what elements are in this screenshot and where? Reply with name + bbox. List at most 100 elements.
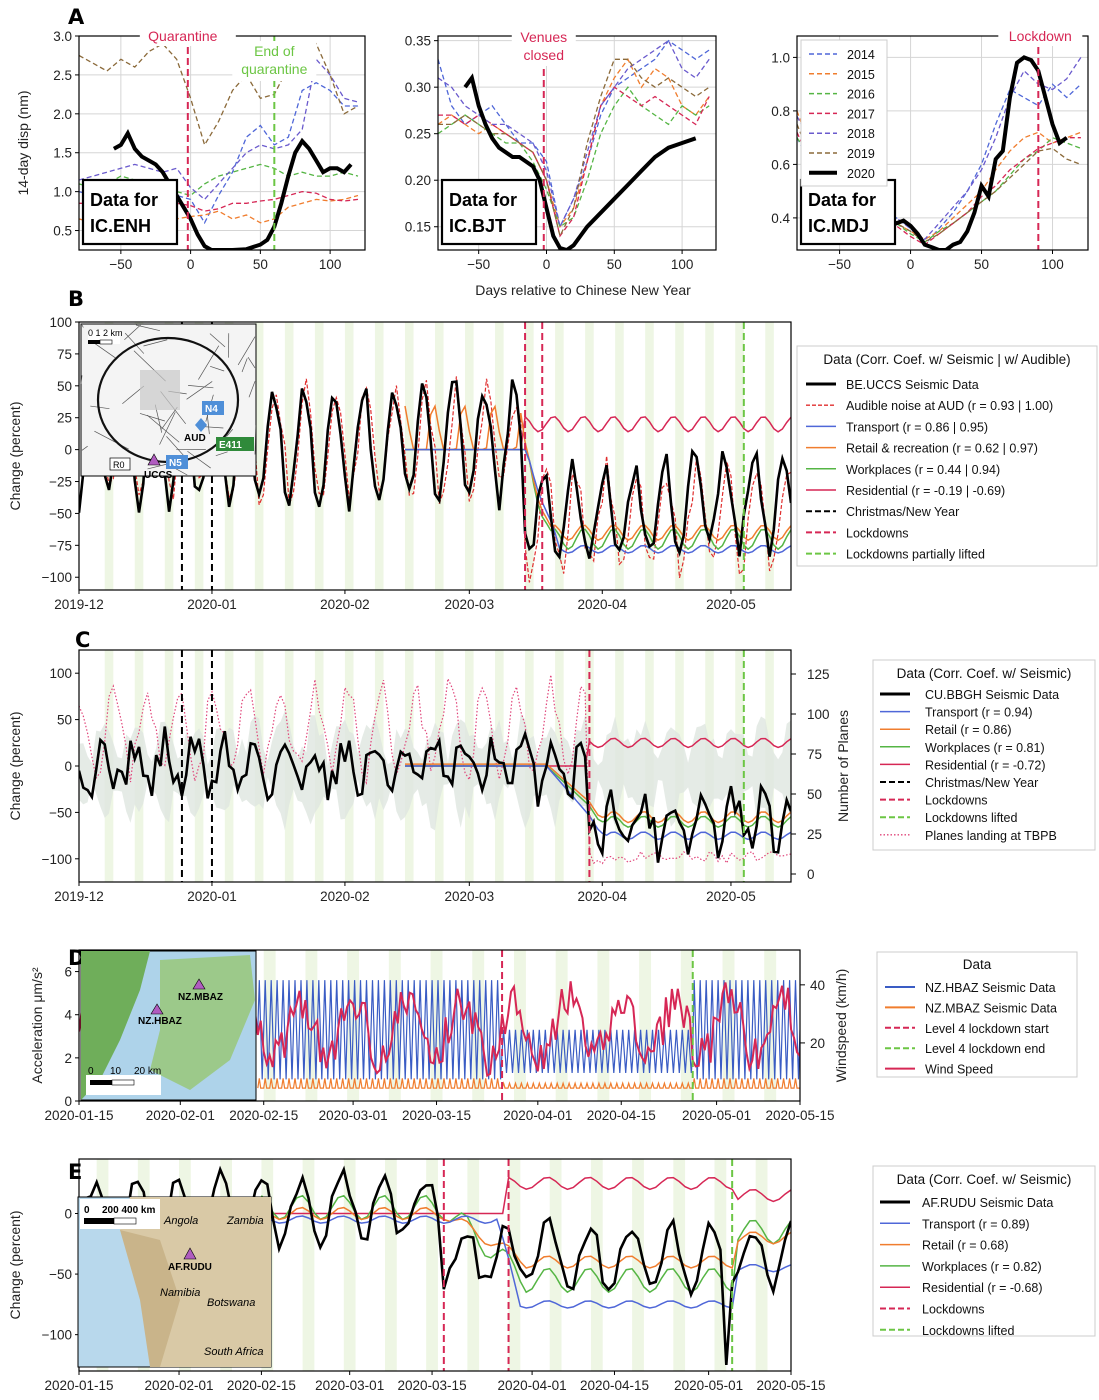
map-road xyxy=(241,358,248,373)
series-line-2018 xyxy=(438,39,710,229)
station-label-box xyxy=(440,178,538,246)
y-axis-label: Acceleration μm/s² xyxy=(29,967,45,1084)
legend-label: Retail (r = 0.86) xyxy=(925,723,1012,737)
x-tick-label: 2020-01-15 xyxy=(44,1108,113,1123)
legend-label: 2016 xyxy=(847,88,875,102)
weekend-band xyxy=(525,322,534,590)
legend-title: Data (Corr. Coef. w/ Seismic) xyxy=(897,1172,1072,1187)
y2-axis-label: Windspeed (km/h) xyxy=(833,969,849,1083)
y2-tick-label: 40 xyxy=(810,978,825,993)
map-road xyxy=(90,405,110,410)
map-road xyxy=(187,450,211,469)
legend-label: AF.RUDU Seismic Data xyxy=(922,1196,1053,1210)
y2-tick-label: 0 xyxy=(807,867,815,882)
legend-label: Retail (r = 0.68) xyxy=(922,1239,1009,1253)
map-label: R0 xyxy=(113,460,125,470)
y-tick-label: 0.5 xyxy=(53,224,72,239)
legend-frame xyxy=(796,345,1098,567)
weekend-band xyxy=(597,950,610,1101)
series-hbaz xyxy=(257,980,800,1080)
event-label: closed xyxy=(524,47,564,63)
y-tick-label: 0 xyxy=(64,759,72,774)
y-tick-label: 3.0 xyxy=(53,29,72,44)
map-scale-bar xyxy=(90,1080,112,1085)
station-label-line: Data for xyxy=(808,190,876,210)
y-tick-label: 0.15 xyxy=(405,220,431,235)
x-tick-label: 2020-05 xyxy=(706,597,756,612)
weekend-band xyxy=(302,1159,315,1371)
map-road xyxy=(143,339,168,347)
event-label: quarantine xyxy=(241,61,307,77)
x-tick-label: 2020-04-15 xyxy=(580,1378,649,1393)
map-road xyxy=(139,413,165,422)
x-tick-label: 2020-03-01 xyxy=(319,1108,388,1123)
x-tick-label: 2020-05-01 xyxy=(682,1108,751,1123)
x-tick-label: 2020-04 xyxy=(578,889,628,904)
weekend-band xyxy=(765,322,774,590)
series-line-Retail xyxy=(261,1206,791,1270)
series-line-2020 xyxy=(463,73,697,250)
legend: 2014 2015 2016 2017 2018 2019 2020 xyxy=(800,39,888,187)
x-tick-label: −50 xyxy=(467,257,490,272)
map-road-sign-label: N4 xyxy=(205,404,218,415)
inset-map: 0 10 20 km NZ.MBAZ NZ.HBAZ xyxy=(80,950,257,1101)
weekend-band xyxy=(549,1159,562,1371)
legend-label: Level 4 lockdown start xyxy=(925,1022,1049,1036)
weekend-band xyxy=(645,322,654,590)
map-station-label: NZ.MBAZ xyxy=(178,992,223,1003)
y-axis-label: Change (percent) xyxy=(7,402,23,511)
legend-frame xyxy=(872,659,1096,851)
series-line-2016 xyxy=(79,163,359,197)
y-tick-label: 0.6 xyxy=(771,157,790,172)
legend-label: Lockdowns xyxy=(846,526,909,540)
series-line-2020 xyxy=(112,128,353,250)
y-tick-label: 2.5 xyxy=(53,68,72,83)
station-marker xyxy=(147,453,161,466)
map-road-sign xyxy=(216,437,254,451)
map-road xyxy=(124,324,141,341)
map-scale-bar xyxy=(113,1217,137,1225)
map-country-label: Botswana xyxy=(207,1297,255,1309)
event-label: Quarantine xyxy=(148,28,217,44)
legend-label: Residential (r = -0.72) xyxy=(925,758,1046,772)
x-tick-label: 2020-01-15 xyxy=(44,1378,113,1393)
x-tick-label: 2020-02 xyxy=(320,889,370,904)
x-tick-label: 2020-05-15 xyxy=(765,1108,834,1123)
map-road xyxy=(210,365,225,372)
y-tick-label: 0 xyxy=(64,1207,72,1222)
map-road-sign xyxy=(202,401,224,415)
legend-D: Data NZ.HBAZ Seismic Data NZ.MBAZ Seismic … xyxy=(876,951,1078,1078)
y-tick-label: 100 xyxy=(49,315,72,330)
map-country-label: South Africa xyxy=(204,1346,264,1358)
legend-label: Level 4 lockdown end xyxy=(925,1042,1045,1056)
station-label-box xyxy=(81,178,179,246)
weekend-band xyxy=(314,322,324,590)
legend-frame xyxy=(876,951,1078,1078)
x-tick-label: −50 xyxy=(109,257,132,272)
y-tick-label: 1.5 xyxy=(53,146,72,161)
weekend-band xyxy=(585,322,594,590)
plot-frame xyxy=(796,35,1089,251)
y-tick-label: 2 xyxy=(64,1051,72,1066)
station-label-line: IC.MDJ xyxy=(808,216,869,236)
map-station-label: NZ.HBAZ xyxy=(138,1016,182,1027)
panel-letter-A: A xyxy=(68,5,85,29)
legend-label: Transport (r = 0.89) xyxy=(922,1217,1030,1231)
y-tick-label: 0.30 xyxy=(405,80,431,95)
weekend-band xyxy=(384,1159,397,1371)
series-line-Transport xyxy=(405,765,791,841)
x-tick-label: 2020-05-01 xyxy=(674,1378,743,1393)
x-tick-label: 2020-03-01 xyxy=(315,1378,384,1393)
weekend-band xyxy=(513,950,526,1101)
legend-label: Lockdowns lifted xyxy=(925,811,1017,825)
series-group xyxy=(79,376,791,583)
y2-tick-label: 20 xyxy=(810,1036,825,1051)
event-label-bg xyxy=(511,28,576,66)
x-tick-label: 2020-03 xyxy=(445,889,495,904)
x-tick-label: 0 xyxy=(907,257,915,272)
weekend-band xyxy=(673,1159,686,1371)
map-scale-bar xyxy=(111,1079,135,1086)
x-tick-label: 100 xyxy=(319,257,342,272)
x-tick-label: 2019-12 xyxy=(54,597,104,612)
